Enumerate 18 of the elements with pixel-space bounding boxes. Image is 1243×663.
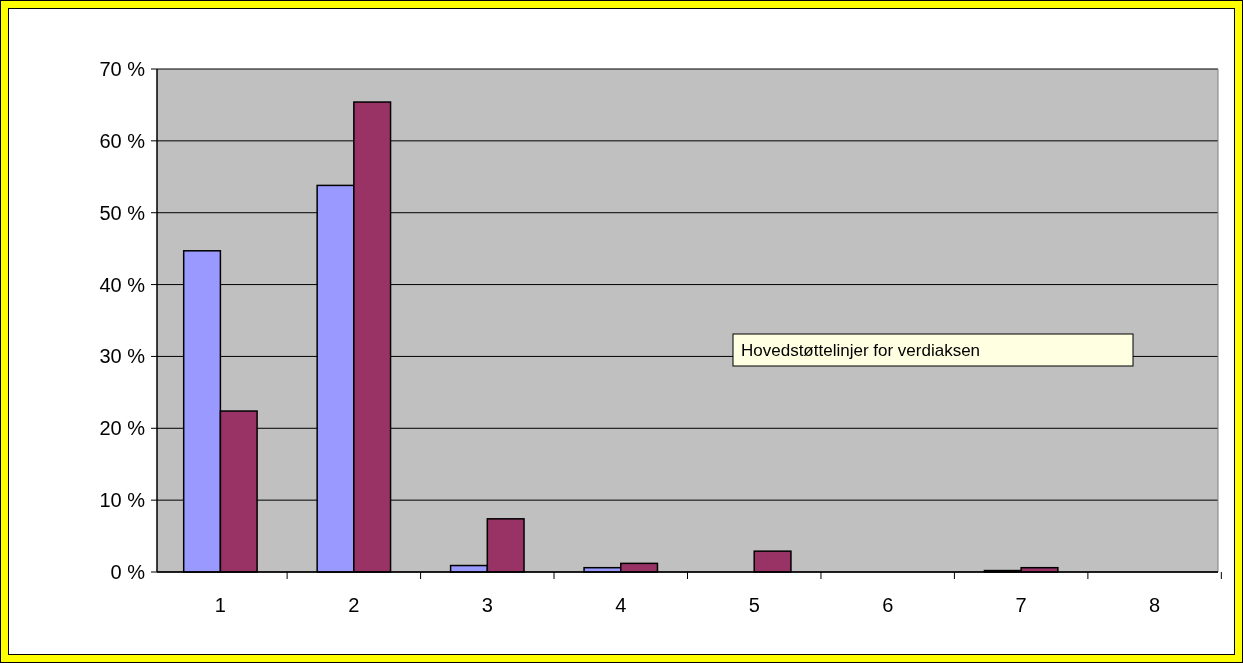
x-tick-label: 3 — [481, 594, 493, 616]
x-tick-label: 2 — [348, 594, 360, 616]
x-tick-label: 7 — [1015, 594, 1027, 616]
y-tick-label: 50 % — [99, 201, 146, 224]
y-tick-label: 40 % — [99, 273, 146, 296]
y-tick-label: 20 % — [99, 417, 146, 440]
y-tick-label: 60 % — [99, 129, 146, 152]
y-tick-label: 10 % — [99, 489, 146, 512]
x-tick-label: 4 — [615, 594, 627, 616]
y-tick-label: 70 % — [99, 58, 146, 80]
annotation: Hovedstøttelinjer for verdiaksen — [741, 340, 981, 360]
x-tick-label: 6 — [882, 594, 894, 616]
y-tick-label: 30 % — [99, 345, 146, 368]
x-tick-label: 5 — [748, 594, 760, 616]
x-tick-label: 8 — [1149, 594, 1161, 616]
y-tick-label: 0 % — [110, 561, 146, 583]
tooltip-box: Hovedstøttelinjer for verdiaksen — [732, 333, 1134, 367]
x-tick-label: 1 — [214, 594, 226, 616]
